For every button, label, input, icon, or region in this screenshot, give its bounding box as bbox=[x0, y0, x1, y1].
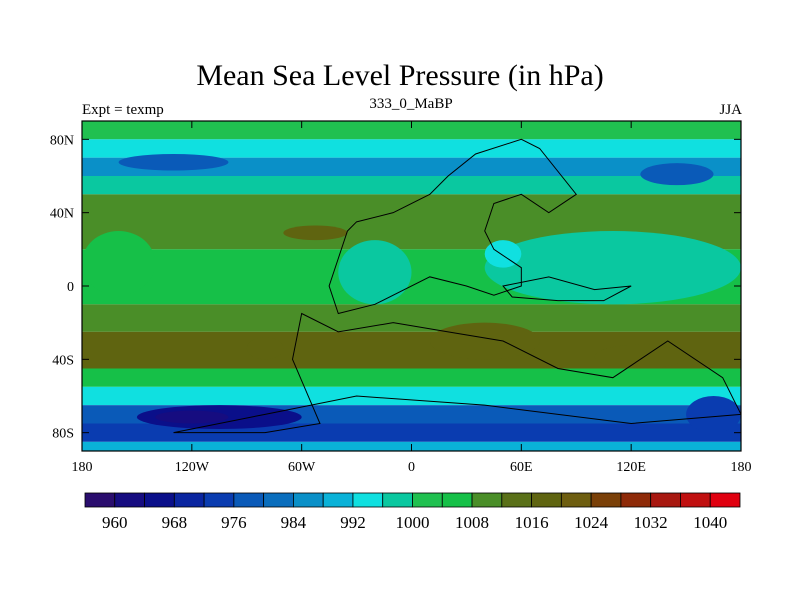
field-feature-11 bbox=[484, 240, 522, 268]
chart-subtitle: 333_0_MaBP bbox=[369, 96, 453, 112]
y-tick-label-0: 80N bbox=[50, 133, 74, 148]
season-label: JJA bbox=[719, 102, 742, 118]
colorbar-box-7 bbox=[293, 492, 324, 508]
colorbar-box-20 bbox=[680, 492, 711, 508]
experiment-label: Expt = texmp bbox=[82, 102, 164, 118]
field-feature-7 bbox=[429, 322, 540, 360]
colorbar-label-10: 1040 bbox=[693, 513, 727, 532]
colorbar-box-11 bbox=[412, 492, 443, 508]
field-feature-9 bbox=[338, 240, 412, 305]
colorbar: 960 968 976 984 992 1000 1008 1016 1024 1032 1040 bbox=[84, 492, 741, 532]
field-feature-12 bbox=[82, 231, 156, 296]
colorbar-box-5 bbox=[233, 492, 265, 508]
x-tick-label-4: 60E bbox=[510, 460, 533, 475]
field-feature-4 bbox=[640, 163, 714, 186]
colorbar-label-1: 968 bbox=[162, 513, 188, 532]
continent-outlines bbox=[173, 138, 741, 434]
continent-north bbox=[328, 138, 577, 315]
x-tick-label-0: 180 bbox=[72, 460, 93, 475]
field-band-10 bbox=[82, 386, 741, 406]
field-feature-2 bbox=[686, 396, 741, 433]
continent-east-strip bbox=[502, 276, 632, 302]
colorbar-box-16 bbox=[560, 492, 592, 508]
x-tick-label-6: 180 bbox=[731, 460, 752, 475]
colorbar-label-6: 1008 bbox=[455, 513, 489, 532]
colorbar-box-19 bbox=[650, 492, 681, 508]
colorbar-box-8 bbox=[322, 492, 354, 508]
field-band-1 bbox=[82, 139, 741, 158]
field-feature-10 bbox=[484, 230, 741, 305]
colorbar-box-21 bbox=[709, 492, 741, 508]
field-band-7 bbox=[82, 304, 741, 332]
field-band-9 bbox=[82, 368, 741, 387]
colorbar-label-2: 976 bbox=[221, 513, 247, 532]
field-feature-3 bbox=[118, 154, 229, 171]
colorbar-label-7: 1016 bbox=[515, 513, 549, 532]
colorbar-box-3 bbox=[173, 492, 205, 508]
colorbar-label-8: 1024 bbox=[574, 513, 609, 532]
colorbar-box-0 bbox=[84, 492, 116, 508]
x-tick-label-5: 120E bbox=[616, 460, 646, 475]
y-tick-label-3: 40S bbox=[52, 353, 74, 368]
colorbar-box-9 bbox=[352, 492, 384, 508]
colorbar-box-15 bbox=[531, 492, 562, 508]
field-feature-1 bbox=[155, 410, 229, 424]
colorbar-label-3: 984 bbox=[281, 513, 307, 532]
colorbar-box-6 bbox=[263, 492, 294, 508]
colorbar-box-17 bbox=[590, 492, 622, 508]
field-feature-5 bbox=[283, 225, 348, 241]
colorbar-label-9: 1032 bbox=[634, 513, 668, 532]
colorbar-box-2 bbox=[144, 492, 175, 508]
field-band-4 bbox=[82, 194, 741, 231]
continent-south bbox=[173, 312, 741, 434]
colorbar-box-1 bbox=[114, 492, 145, 508]
colorbar-label-5: 1000 bbox=[396, 513, 430, 532]
colorbar-box-18 bbox=[620, 492, 652, 508]
field-band-3 bbox=[82, 176, 741, 195]
field-band-0 bbox=[82, 121, 741, 140]
field-band-2 bbox=[82, 157, 741, 176]
x-tick-label-3: 0 bbox=[408, 460, 415, 475]
x-tick-label-2: 60W bbox=[288, 460, 316, 475]
colorbar-box-10 bbox=[382, 492, 413, 508]
field-feature-6 bbox=[246, 337, 284, 360]
pressure-field bbox=[82, 121, 741, 451]
y-tick-label-2: 0 bbox=[67, 280, 74, 295]
colorbar-box-4 bbox=[203, 492, 235, 508]
colorbar-label-4: 992 bbox=[340, 513, 366, 532]
colorbar-box-14 bbox=[501, 492, 532, 508]
y-tick-label-4: 80S bbox=[52, 427, 74, 442]
y-tick-label-1: 40N bbox=[50, 207, 74, 222]
chart-title: Mean Sea Level Pressure (in hPa) bbox=[196, 59, 604, 92]
axes: 180 120W 60W 0 60E 120E 180 80N 40N 0 40S 80S bbox=[50, 121, 752, 475]
colorbar-label-0: 960 bbox=[102, 513, 128, 532]
field-feature-8 bbox=[594, 344, 687, 369]
colorbar-box-13 bbox=[471, 492, 503, 508]
x-tick-label-1: 120W bbox=[175, 460, 210, 475]
colorbar-box-12 bbox=[441, 492, 473, 508]
